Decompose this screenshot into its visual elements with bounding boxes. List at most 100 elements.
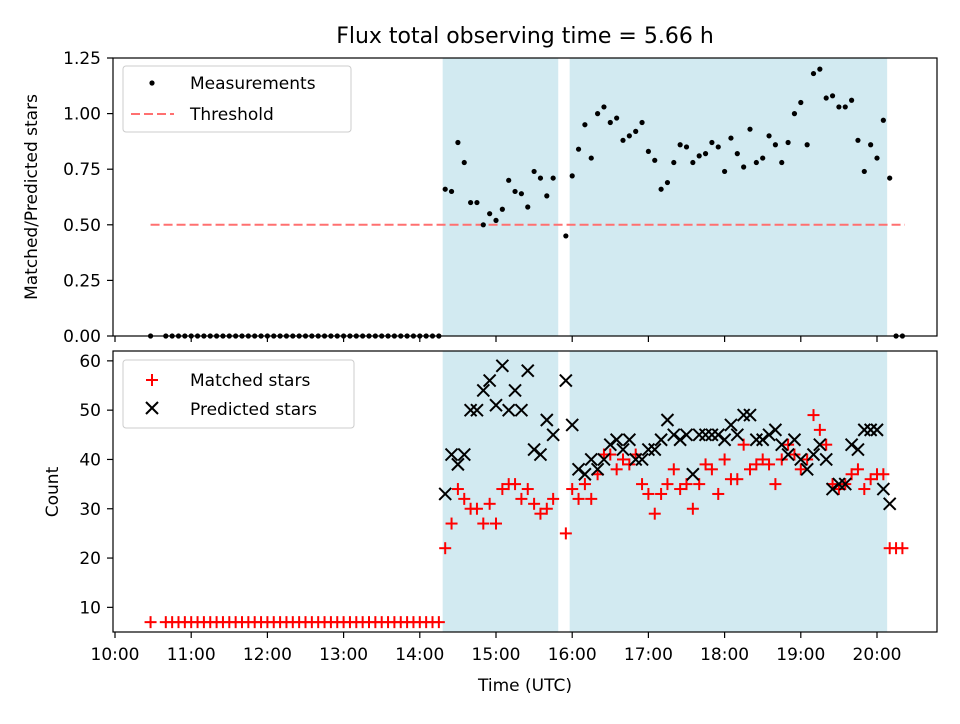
threshold-legend-label: Threshold	[189, 105, 274, 125]
predicted-star-point	[457, 447, 471, 462]
matched-star-point	[851, 463, 864, 476]
matched-star-point	[858, 483, 871, 496]
measurement-point	[480, 222, 486, 228]
predicted-marker-b	[463, 403, 478, 417]
ratio-panel: 0.00 0.25 0.50 0.75 1.00 1.25 Matched/Predict…	[22, 49, 938, 347]
matched-star-point	[699, 458, 712, 471]
measurement-point	[588, 155, 594, 161]
measurement-point	[741, 164, 747, 170]
predicted-star-point	[736, 408, 751, 422]
count-legend: Matched stars Predicted stars	[122, 359, 355, 429]
predicted-star-point	[501, 403, 516, 417]
matched-star-point	[585, 492, 598, 505]
measurement-point	[671, 159, 677, 166]
count-xtick-label: 19:00	[776, 645, 825, 665]
predicted-marker-b	[863, 423, 878, 437]
predicted-marker-b	[730, 428, 745, 442]
measurement-point	[601, 104, 607, 110]
ratio-ytick-label: 0.50	[63, 216, 101, 236]
predicted-star-point	[717, 433, 732, 447]
predicted-star-point	[514, 403, 529, 417]
predicted-star-point	[527, 442, 541, 457]
matched-star-point	[490, 517, 502, 530]
predicted-marker-b	[489, 398, 503, 412]
matched-star-point	[756, 453, 769, 466]
measurement-point	[614, 115, 620, 121]
matched-star-point	[540, 502, 553, 515]
matched-star-point	[801, 453, 814, 466]
predicted-marker-b	[495, 359, 510, 373]
count-xtick-label: 12:00	[243, 645, 292, 665]
predicted-marker-b	[698, 428, 713, 442]
predicted-star-point	[482, 373, 497, 388]
measurements-legend-label: Measurements	[190, 74, 316, 94]
matched-star-point	[470, 502, 483, 515]
matched-star-point	[559, 527, 572, 540]
matched-star-point	[572, 492, 585, 505]
predicted-star-point	[521, 364, 535, 378]
measurement-point	[810, 70, 817, 77]
measurement-point	[442, 186, 448, 192]
matched-star-point	[432, 616, 445, 629]
predicted-star-point	[724, 418, 738, 432]
measurement-point	[633, 128, 639, 134]
predicted-star-point	[470, 403, 484, 417]
predicted-star-point	[686, 467, 700, 481]
predicted-marker-b	[648, 442, 662, 457]
count-panel: 10 20 30 40 50 60 10:00 11:00 12:00 13:00 14:00 15…	[43, 350, 938, 696]
predicted-marker-b	[521, 364, 535, 378]
matched-star-point	[788, 448, 801, 461]
predicted-marker-b	[527, 442, 541, 457]
predicted-star-point	[584, 452, 598, 467]
count-xtick-label: 18:00	[700, 645, 749, 665]
predicted-star-point	[863, 423, 878, 437]
predicted-star-point	[679, 428, 694, 442]
measurement-point	[823, 95, 829, 101]
measurement-point	[455, 139, 461, 146]
measurement-point	[868, 142, 874, 148]
ratio-ytick-label: 0.75	[63, 160, 101, 180]
matched-star-point	[496, 483, 509, 496]
measurement-point	[461, 159, 467, 166]
matched-star-point	[750, 458, 763, 471]
matched-star-point	[610, 463, 623, 476]
matched-star-point	[144, 616, 157, 629]
measurement-point	[722, 168, 728, 175]
measurement-point	[468, 199, 474, 206]
matched-star-point	[604, 448, 617, 461]
predicted-marker-b	[616, 442, 630, 457]
count-ytick-label: 30	[79, 500, 101, 520]
predicted-marker-b	[857, 423, 872, 437]
matched-star-point	[680, 478, 693, 491]
predicted-marker-b	[635, 452, 649, 467]
predicted-star-point	[451, 457, 465, 472]
measurement-point	[766, 133, 772, 139]
predicted-star-point	[540, 413, 554, 427]
predicted-star-point	[705, 428, 719, 442]
predicted-marker-b	[762, 428, 776, 442]
predicted-star-point	[743, 408, 757, 422]
matched-star-point	[566, 483, 579, 496]
ratio-panel-ylabel: Matched/Predicted stars	[22, 94, 42, 300]
predicted-marker-b	[438, 487, 452, 501]
count-ytick-label: 20	[79, 549, 101, 569]
matched-star-point	[509, 478, 522, 491]
matched-star-point	[636, 478, 649, 491]
predicted-legend-label: Predicted stars	[190, 400, 317, 420]
predicted-marker-b	[540, 413, 554, 427]
matched-star-point	[744, 463, 756, 476]
predicted-marker-b	[476, 383, 491, 398]
predicted-star-point	[768, 423, 783, 437]
matched-star-point	[718, 453, 731, 466]
predicted-star-point	[882, 497, 897, 511]
matched-star-point	[667, 463, 680, 476]
observing-window-band	[442, 58, 559, 336]
predicted-marker-b	[705, 428, 719, 442]
count-panel-ylabel: Count	[43, 466, 63, 517]
predicted-star-point	[857, 423, 872, 437]
measurement-point	[531, 168, 537, 175]
measurement-point	[518, 191, 525, 197]
predicted-star-point	[838, 477, 852, 491]
measurement-point	[772, 142, 779, 148]
